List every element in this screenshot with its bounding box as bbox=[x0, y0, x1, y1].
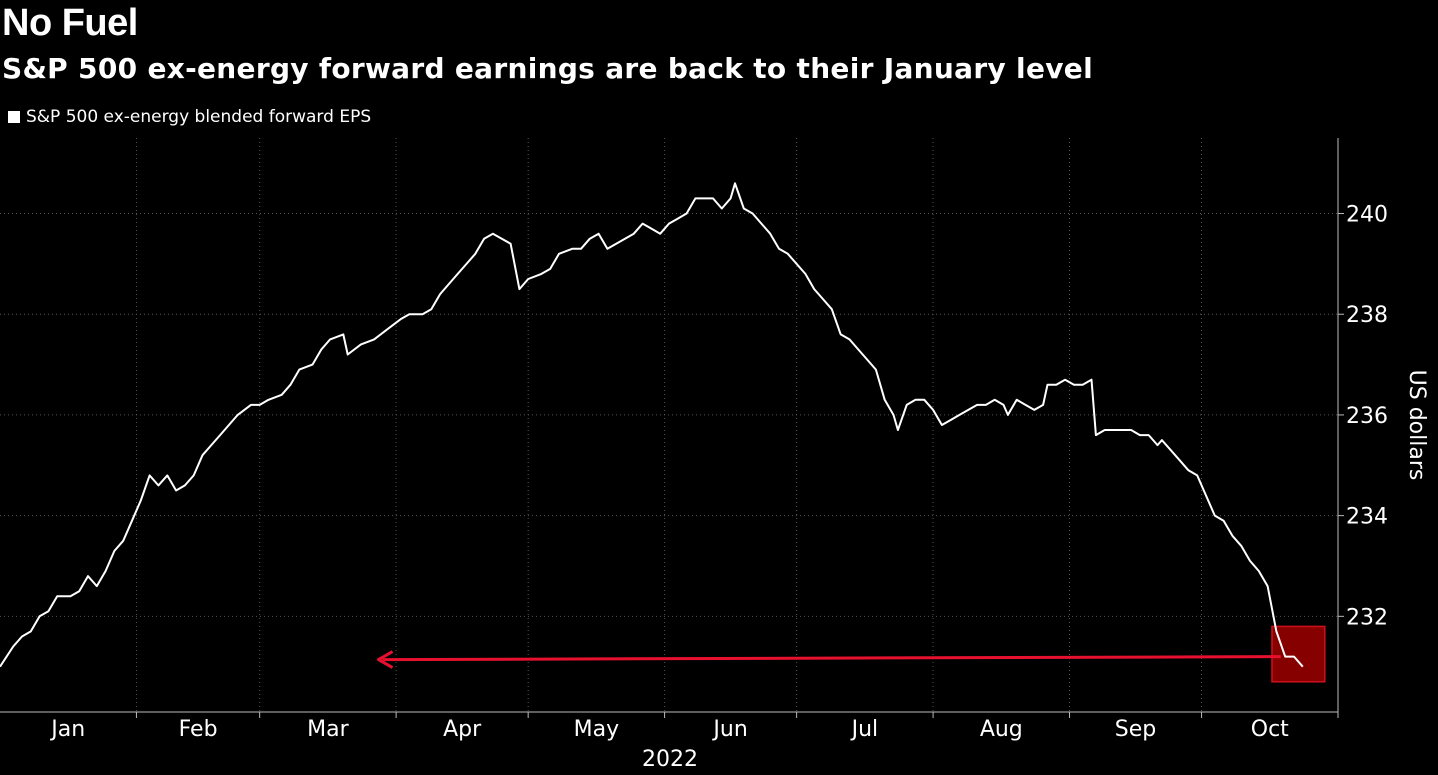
x-tick-label: Jul bbox=[850, 717, 879, 742]
x-tick-label: Apr bbox=[443, 717, 482, 742]
arrow-shaft bbox=[382, 655, 1281, 662]
legend-swatch bbox=[8, 111, 20, 123]
annotation bbox=[377, 625, 1326, 683]
arrow-head bbox=[377, 650, 394, 669]
x-tick-label: Jun bbox=[711, 717, 747, 742]
y-tick-label: 234 bbox=[1346, 505, 1388, 530]
x-tick-label: Sep bbox=[1115, 717, 1156, 742]
x-tick-label: May bbox=[574, 717, 619, 742]
y-axis-label: US dollars bbox=[1404, 370, 1429, 481]
series-line bbox=[0, 182, 1304, 668]
chart-title: No Fuel bbox=[2, 2, 138, 44]
y-tick-label: 232 bbox=[1346, 605, 1388, 630]
x-tick-label: Oct bbox=[1251, 717, 1289, 742]
y-tick-label: 238 bbox=[1346, 303, 1388, 328]
gridlines bbox=[0, 138, 1339, 712]
chart-subtitle: S&P 500 ex-energy forward earnings are b… bbox=[2, 52, 1093, 85]
x-tick-label: Aug bbox=[980, 717, 1023, 742]
x-tick-label: Feb bbox=[179, 717, 218, 742]
series-group bbox=[0, 182, 1304, 668]
x-tick-label: Jan bbox=[49, 717, 85, 742]
x-tick-label: Mar bbox=[307, 717, 349, 742]
y-tick-label: 240 bbox=[1346, 203, 1388, 228]
y-axis: 232 234 236 238 240 bbox=[1337, 138, 1388, 712]
y-tick-label: 236 bbox=[1346, 404, 1388, 429]
x-axis: Jan Feb Mar Apr May Jun Jul Aug Sep Oct bbox=[0, 711, 1339, 742]
x-axis-year-label: 2022 bbox=[642, 747, 698, 772]
legend: S&P 500 ex-energy blended forward EPS bbox=[8, 107, 371, 127]
highlight-box bbox=[1271, 625, 1326, 683]
legend-label: S&P 500 ex-energy blended forward EPS bbox=[26, 107, 372, 127]
